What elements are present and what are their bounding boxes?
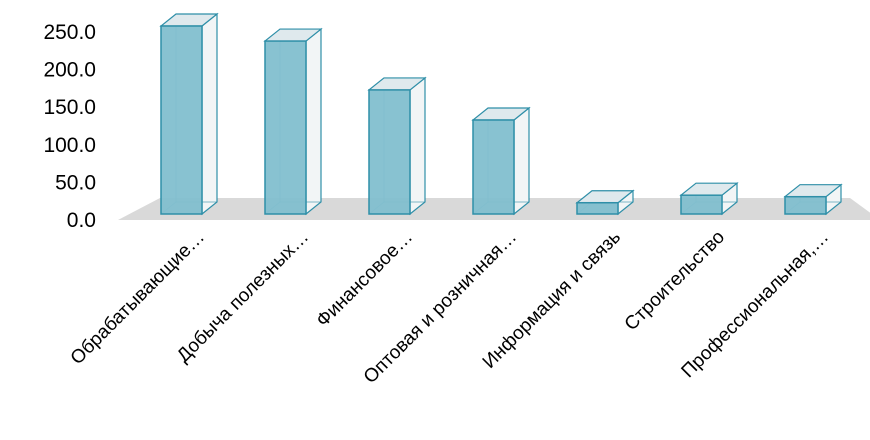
y-axis: 0.0 50.0 100.0 150.0 200.0 250.0 — [43, 21, 96, 232]
y-tick-label: 50.0 — [55, 171, 96, 194]
bar-front-face — [368, 89, 411, 215]
bar-front-face — [784, 195, 827, 215]
bar-side-face — [305, 27, 322, 216]
bar-front-face — [264, 40, 307, 215]
y-tick-label: 200.0 — [43, 59, 96, 82]
bar — [367, 76, 427, 216]
bar-front-face — [680, 194, 723, 215]
bar-side-face — [513, 106, 530, 216]
bar-front-face — [472, 119, 515, 215]
y-tick-label: 150.0 — [43, 96, 96, 119]
x-tick-label: Финансовое… — [312, 227, 417, 332]
bar-side-face — [409, 76, 426, 216]
bar — [575, 189, 635, 216]
bar-front-face — [160, 25, 203, 215]
x-axis: Обрабатывающие…Добыча полезных… Финансово… — [67, 227, 833, 388]
bar — [263, 27, 323, 216]
bar — [783, 183, 843, 216]
bar — [159, 12, 219, 216]
bar-front-face — [576, 201, 619, 215]
x-tick-label: Строительство — [621, 227, 729, 335]
bars-group — [159, 12, 843, 216]
bar-side-face — [201, 12, 218, 216]
y-tick-label: 250.0 — [43, 21, 96, 44]
bar — [471, 106, 531, 216]
y-tick-label: 100.0 — [43, 134, 96, 157]
y-tick-label: 0.0 — [67, 209, 96, 232]
bar — [679, 181, 739, 216]
